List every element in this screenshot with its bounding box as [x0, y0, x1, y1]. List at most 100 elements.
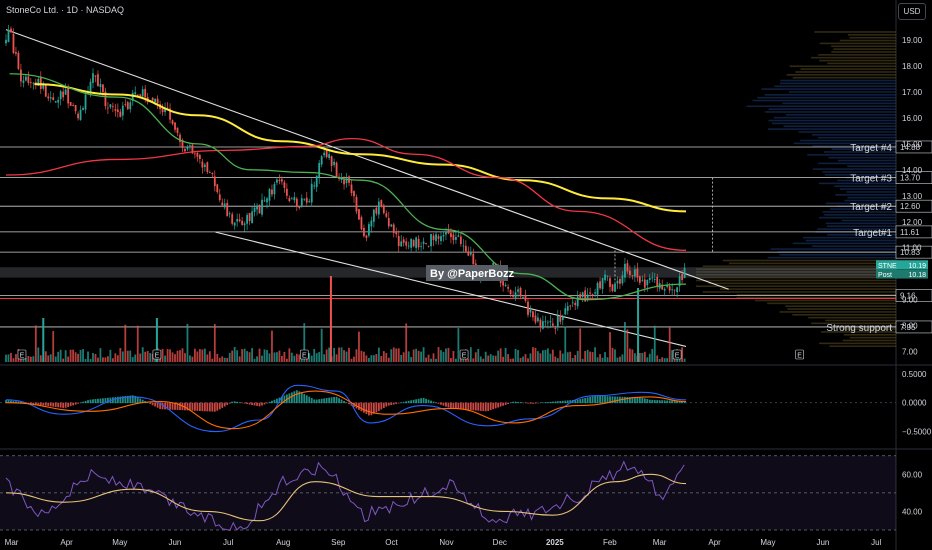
macd-hist-bar — [124, 396, 127, 404]
macd-hist-bar — [397, 402, 400, 404]
volume-profile-bar — [768, 108, 896, 110]
ma_mid-line — [5, 138, 687, 251]
earnings-marker — [299, 349, 309, 360]
volume-profile-bar — [792, 242, 896, 245]
volume-bar — [522, 356, 524, 362]
macd-hist-bar — [581, 398, 584, 404]
candle-body — [415, 237, 418, 248]
macd-hist-bar — [636, 397, 639, 404]
volume-profile-bar — [827, 62, 896, 65]
volume-spike — [155, 318, 158, 362]
macd-hist-bar — [576, 399, 579, 404]
volume-bar — [519, 357, 522, 362]
candle-body — [17, 52, 20, 69]
volume-bar — [74, 352, 77, 362]
macd-y-tick: 0.0000 — [902, 399, 927, 408]
candle-body — [328, 154, 331, 158]
candle-body — [676, 287, 679, 293]
candle-body — [529, 308, 532, 313]
volume-bar — [358, 331, 360, 362]
candle-body — [412, 239, 415, 247]
candle-body — [432, 235, 435, 240]
volume-bar — [298, 354, 301, 362]
macd-hist-bar — [256, 402, 258, 406]
candle-body — [628, 270, 631, 275]
volume-bar — [124, 324, 127, 362]
volume-profile-bar — [819, 216, 896, 219]
candle-body — [621, 275, 624, 284]
macd-hist-bar — [273, 399, 276, 404]
candle-body — [251, 211, 253, 224]
candle-body — [221, 202, 224, 206]
volume-bar — [457, 328, 460, 362]
candle-body — [410, 238, 413, 248]
volume-profile-bar — [788, 91, 896, 93]
volume-profile-bar — [800, 68, 896, 70]
volume-profile-bar — [786, 114, 896, 116]
candle-body — [375, 207, 378, 214]
candle-body — [94, 75, 97, 77]
candle-body — [57, 99, 60, 103]
volume-bar — [576, 350, 579, 362]
currency-button[interactable]: USD — [898, 3, 926, 20]
candle-body — [218, 194, 221, 201]
candle-body — [678, 276, 681, 286]
volume-bar — [529, 353, 532, 362]
volume-bar — [288, 348, 291, 362]
y-tick-label: 16.00 — [902, 114, 923, 123]
volume-bar — [432, 353, 435, 362]
volume-profile-bar — [849, 36, 896, 39]
volume-spike — [637, 288, 640, 362]
candle-body — [126, 102, 129, 110]
volume-bar — [440, 350, 442, 362]
macd-hist-bar — [370, 402, 373, 416]
macd-hist-bar — [658, 400, 661, 404]
volume-bar — [238, 356, 241, 362]
macd-hist-bar — [345, 402, 348, 404]
volume-bar — [507, 354, 509, 362]
macd-hist-bar — [604, 396, 606, 404]
macd-hist-bar — [422, 397, 425, 404]
candle-body — [67, 88, 70, 104]
candle-body — [136, 94, 139, 96]
candle-body — [24, 76, 27, 81]
earnings-marker — [152, 349, 162, 360]
volume-bar — [368, 357, 370, 362]
macd-hist-bar — [363, 402, 365, 413]
macd-hist-bar — [546, 402, 549, 404]
candle-body — [92, 73, 94, 83]
volume-bar — [638, 352, 641, 362]
macd-hist-bar — [268, 401, 271, 404]
candle-body — [266, 198, 268, 203]
volume-bar — [233, 347, 236, 362]
volume-bar — [184, 353, 186, 362]
volume-bar — [586, 349, 589, 362]
volume-bar — [571, 357, 574, 362]
volume-profile-bar — [754, 299, 896, 302]
volume-bar — [82, 349, 84, 362]
volume-bar — [271, 330, 273, 362]
volume-profile-bar — [839, 39, 896, 42]
x-tick-label: Feb — [603, 538, 617, 547]
volume-profile-bar — [849, 336, 896, 339]
level-note: Strong support — [826, 323, 892, 334]
macd-hist-bar — [626, 396, 629, 404]
candle-body — [534, 315, 537, 323]
volume-bar — [375, 354, 378, 362]
candle-body — [571, 302, 574, 304]
macd-hist-bar — [253, 402, 256, 406]
volume-profile-bar — [842, 339, 896, 342]
macd-hist-bar — [400, 402, 403, 404]
candle-body — [263, 200, 266, 202]
volume-bar — [370, 355, 373, 362]
macd-hist-bar — [435, 402, 437, 404]
macd-hist-bar — [169, 402, 171, 410]
x-tick-label: 2025 — [546, 538, 564, 547]
ma_short-line — [9, 73, 687, 301]
volume-bar — [285, 358, 288, 362]
volume-profile-bar — [846, 191, 896, 193]
volume-bar — [673, 358, 676, 362]
volume-profile-bar — [814, 31, 896, 33]
macd-hist-bar — [340, 399, 343, 404]
